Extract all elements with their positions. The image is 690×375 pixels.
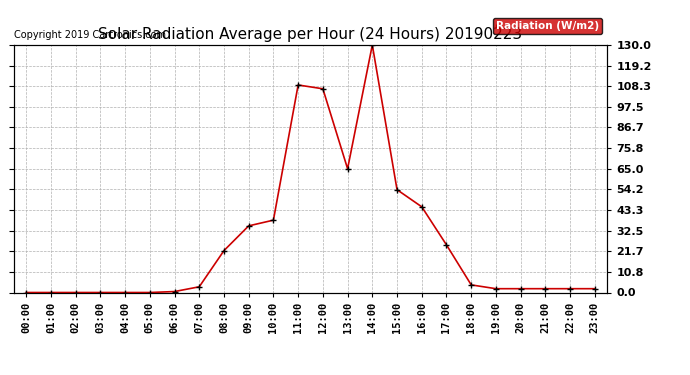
Title: Solar Radiation Average per Hour (24 Hours) 20190223: Solar Radiation Average per Hour (24 Hou…	[99, 27, 522, 42]
Legend: Radiation (W/m2): Radiation (W/m2)	[493, 18, 602, 34]
Text: Copyright 2019 Cartronics.com: Copyright 2019 Cartronics.com	[14, 30, 166, 40]
